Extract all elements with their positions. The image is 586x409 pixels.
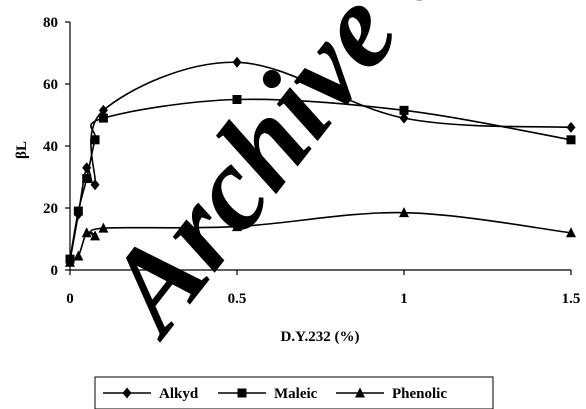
data-point-alkyd	[98, 104, 108, 116]
y-ticks: 0 20 40 60 80	[43, 15, 70, 279]
data-point-phenolic	[232, 221, 242, 232]
series-phenolic	[65, 207, 576, 267]
data-point-phenolic	[73, 250, 84, 261]
data-point-phenolic	[566, 227, 576, 238]
data-point-maleic	[98, 113, 108, 123]
x-tick-label: 1.5	[562, 291, 581, 307]
legend: Alkyd Maleic Phenolic	[94, 376, 494, 409]
x-tick-label: 0	[66, 291, 74, 307]
x-tick-label: 0.5	[228, 291, 247, 307]
data-point-phenolic	[65, 256, 75, 267]
series-maleic	[65, 95, 576, 264]
y-tick-label: 20	[43, 201, 58, 217]
legend-marker-maleic	[237, 388, 247, 398]
legend-label-alkyd: Alkyd	[159, 386, 199, 402]
data-point-phenolic	[98, 222, 109, 233]
legend-item-phenolic: Phenolic	[336, 386, 447, 402]
y-tick-label: 0	[51, 263, 59, 279]
data-point-phenolic	[81, 227, 92, 238]
data-point-maleic	[566, 135, 576, 145]
watermark: Archive of SID	[75, 0, 586, 359]
series-line-maleic	[69, 98, 572, 260]
y-tick-label: 60	[43, 77, 58, 93]
series-layer	[65, 56, 576, 267]
legend-label-maleic: Maleic	[274, 386, 318, 402]
data-point-alkyd	[399, 112, 409, 124]
data-point-phenolic	[399, 207, 409, 218]
legend-box	[94, 376, 494, 409]
watermark-text: Archive of SID	[75, 0, 586, 359]
data-point-alkyd	[232, 56, 242, 68]
legend-marker-phenolic	[355, 387, 365, 398]
legend-item-alkyd: Alkyd	[103, 386, 199, 402]
data-point-maleic	[399, 105, 409, 115]
x-tick-label: 1	[400, 291, 408, 307]
y-tick-label: 40	[43, 139, 58, 155]
x-ticks: 0 0.5 1 1.5	[66, 270, 580, 307]
legend-item-maleic: Maleic	[218, 386, 318, 402]
data-point-maleic	[82, 174, 92, 184]
data-point-maleic	[73, 206, 83, 216]
legend-marker-alkyd	[122, 387, 132, 399]
y-axis-label: βL	[14, 141, 30, 159]
x-axis-label: D.Y.232 (%)	[280, 329, 359, 345]
y-tick-label: 80	[43, 15, 58, 31]
data-point-alkyd	[566, 121, 576, 133]
data-point-maleic	[90, 135, 100, 145]
data-point-maleic	[232, 95, 242, 104]
legend-label-phenolic: Phenolic	[392, 386, 447, 402]
data-point-alkyd	[90, 179, 100, 191]
data-point-phenolic	[90, 230, 101, 241]
